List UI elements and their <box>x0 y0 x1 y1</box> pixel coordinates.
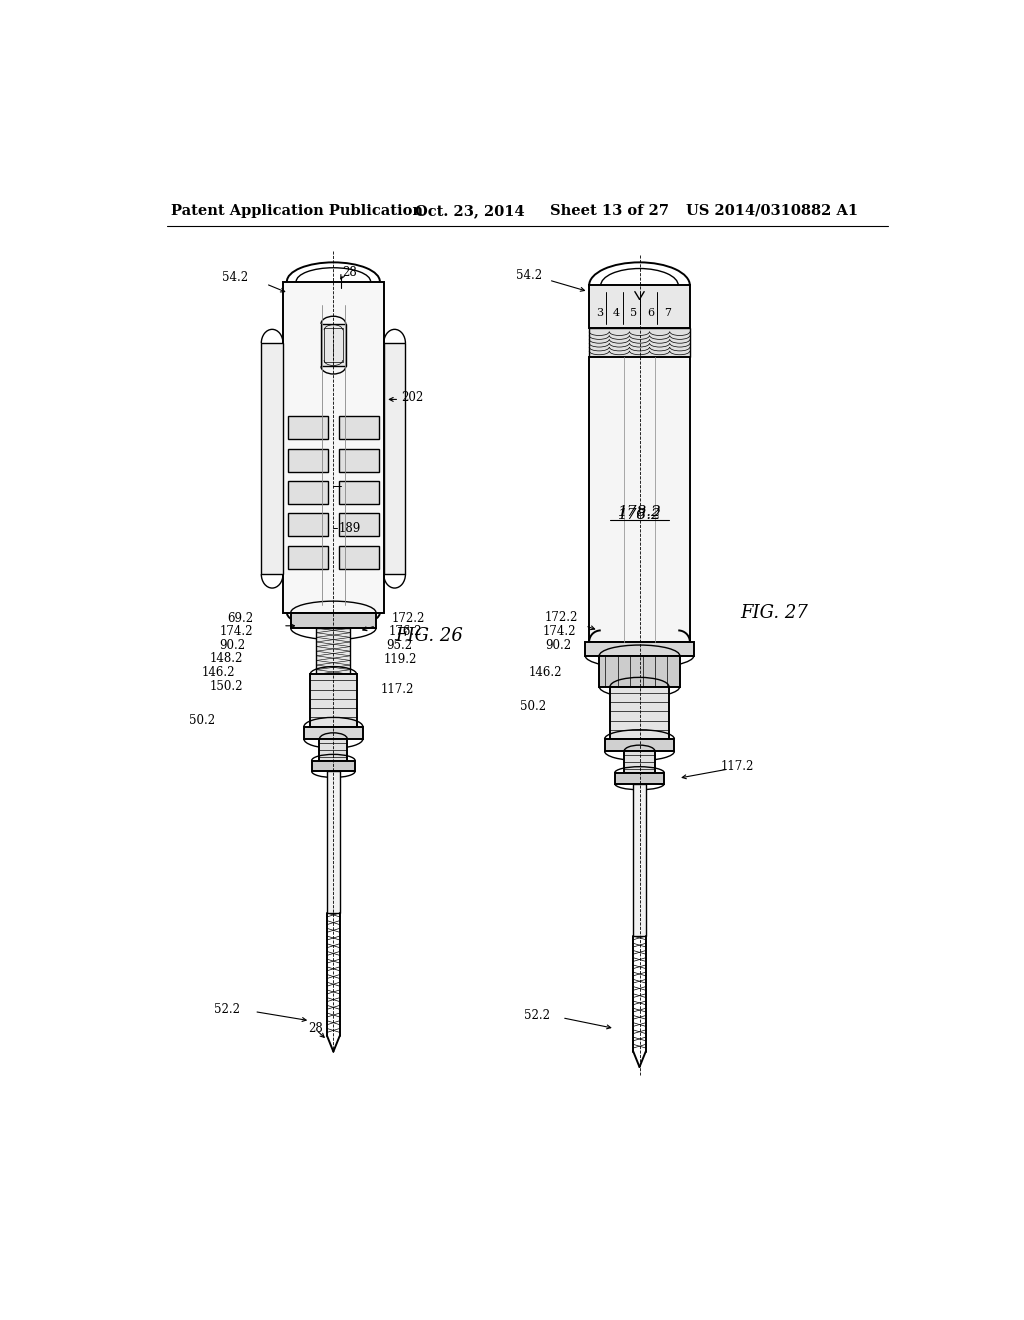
Text: FIG. 26: FIG. 26 <box>395 627 463 644</box>
Text: 3: 3 <box>596 308 603 318</box>
Bar <box>633 784 646 936</box>
Text: 202: 202 <box>400 391 423 404</box>
Text: 148.2: 148.2 <box>209 652 243 665</box>
Bar <box>291 612 376 628</box>
Bar <box>283 281 384 612</box>
Bar <box>614 774 665 784</box>
Bar <box>339 416 379 440</box>
Bar <box>328 771 340 913</box>
Bar <box>288 416 328 440</box>
Bar <box>604 739 675 751</box>
Text: 174.2: 174.2 <box>220 624 254 638</box>
Bar <box>288 449 328 471</box>
Text: 174.2: 174.2 <box>543 624 575 638</box>
Bar <box>319 739 347 760</box>
Bar <box>321 323 346 367</box>
Bar <box>310 675 356 726</box>
Text: 172.2: 172.2 <box>544 611 578 624</box>
Text: 176.2: 176.2 <box>388 626 422 639</box>
Text: Patent Application Publication: Patent Application Publication <box>171 203 423 218</box>
Bar <box>339 545 379 569</box>
Bar <box>324 327 343 363</box>
Bar <box>610 686 669 739</box>
Text: 52.2: 52.2 <box>524 1008 550 1022</box>
Text: 4: 4 <box>612 308 620 318</box>
Text: Oct. 23, 2014: Oct. 23, 2014 <box>415 203 524 218</box>
Bar <box>288 545 328 569</box>
Text: 54.2: 54.2 <box>516 269 542 282</box>
Text: 52.2: 52.2 <box>214 1003 241 1016</box>
Text: 178.2: 178.2 <box>617 508 662 521</box>
Text: 117.2: 117.2 <box>381 684 414 696</box>
Text: 50.2: 50.2 <box>188 714 215 727</box>
Text: 90.2: 90.2 <box>545 639 571 652</box>
Bar <box>624 751 655 774</box>
Text: 95.2: 95.2 <box>386 639 413 652</box>
Bar <box>339 449 379 471</box>
Bar <box>589 358 690 642</box>
Bar <box>316 628 350 675</box>
Bar <box>311 760 355 771</box>
Bar <box>339 513 379 536</box>
Text: 28: 28 <box>308 1022 324 1035</box>
Text: 50.2: 50.2 <box>520 700 547 713</box>
Bar <box>589 327 690 358</box>
Text: 90.2: 90.2 <box>220 639 246 652</box>
Text: 150.2: 150.2 <box>209 680 243 693</box>
Bar <box>288 480 328 504</box>
Text: 69.2: 69.2 <box>227 611 254 624</box>
Text: 146.2: 146.2 <box>202 667 234 680</box>
Text: FIG. 27: FIG. 27 <box>740 603 808 622</box>
Bar <box>339 480 379 504</box>
Text: 146.2: 146.2 <box>528 667 562 680</box>
Bar <box>304 726 362 739</box>
Bar <box>586 642 693 656</box>
Text: 178.2: 178.2 <box>617 504 662 519</box>
Text: 5: 5 <box>630 308 637 318</box>
Text: 172.2: 172.2 <box>391 611 425 624</box>
Text: 119.2: 119.2 <box>384 653 417 667</box>
Text: 189: 189 <box>339 521 361 535</box>
Text: 117.2: 117.2 <box>721 760 755 774</box>
Bar <box>384 343 406 574</box>
Bar <box>288 513 328 536</box>
Bar <box>599 656 680 686</box>
Text: 54.2: 54.2 <box>222 271 248 284</box>
Text: 28: 28 <box>342 265 356 279</box>
Text: US 2014/0310882 A1: US 2014/0310882 A1 <box>686 203 858 218</box>
Text: Sheet 13 of 27: Sheet 13 of 27 <box>550 203 670 218</box>
Text: 7: 7 <box>664 308 671 318</box>
Bar <box>589 285 690 327</box>
Bar <box>261 343 283 574</box>
Text: 6: 6 <box>647 308 654 318</box>
